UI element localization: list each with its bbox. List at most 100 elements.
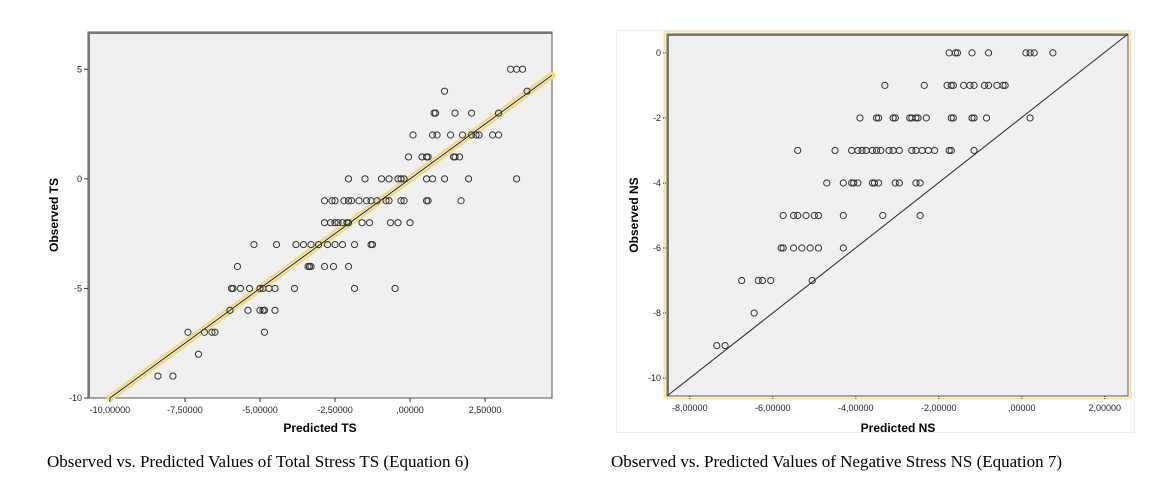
x-tick-label: ,00000 [396,405,424,415]
y-tick-label: -5 [74,283,82,293]
scatter-point [523,87,531,95]
scatter-point [984,49,993,57]
scatter-point [951,49,959,57]
scatter-points [154,65,531,380]
scatter-point [323,240,332,249]
scatter-point [355,197,363,205]
y-axis-title: Observed TS [47,178,61,252]
scatter-point [885,146,893,155]
scatter-point [256,306,264,314]
scatter-point [518,65,527,73]
scatter-point [331,197,339,205]
y-tick-label: -10 [69,393,82,403]
scatter-point [229,284,237,293]
scatter-point [858,146,866,155]
chart-negative-stress: -8,00000 -6,00000 -4,00000 -2,00000 ,00000 2,… [616,30,1135,435]
chart-total-stress: -10,00000 -7,50000 -5,00000 -2,50000 ,00000 2… [47,31,556,435]
scatter-point [271,306,279,314]
fit-line[interactable] [109,74,553,399]
scatter-point [947,146,955,155]
scatter-point [250,240,258,249]
scatter-point [307,240,315,249]
scatter-point [713,341,721,350]
scatter-point [409,131,417,139]
scatter-point [451,153,459,161]
scatter-point [823,179,831,187]
scatter-point [385,197,393,205]
scatter-point [494,131,503,139]
scatter-point [344,262,353,271]
scatter-point [889,114,897,122]
y-tick-label: -10 [648,373,661,383]
scatter-point [208,328,216,336]
scatter-point [467,131,476,139]
scatter-point [912,114,920,122]
scatter-point [872,146,881,155]
scatter-point [260,306,269,314]
scatter-point [260,328,269,336]
scatter-point [373,197,381,205]
plot-area [87,31,553,399]
scatter-point [400,175,408,183]
scatter-point [854,179,862,187]
identity-line-group[interactable] [666,33,1129,397]
scatter-point [891,114,899,122]
x-tick-label: -10,00000 [90,405,131,415]
scatter-point [779,211,787,220]
x-tick-label: -5,00000 [242,405,278,415]
scatter-point [446,131,455,139]
scatter-point [814,211,823,220]
scatter-point [433,131,441,139]
scatter-point [184,328,192,336]
scatter-point [802,211,810,220]
y-tick-label: 0 [656,48,661,58]
scatter-point [947,114,955,122]
scatter-point [226,306,234,314]
figure-caption-negative-stress: Observed vs. Predicted Values of Negativ… [611,452,1063,471]
scatter-point [980,81,989,89]
scatter-point [292,240,300,249]
y-tick-label: -2 [653,113,661,123]
scatter-point [789,211,798,220]
scatter-point [810,211,818,220]
scatter-point [365,219,374,227]
scatter-point [872,114,881,122]
scatter-point [397,197,405,205]
scatter-point [750,309,758,317]
scatter-point [831,146,839,155]
scatter-point [320,262,329,271]
scatter-point [914,114,922,122]
x-tick-label: -7,50000 [167,405,203,415]
scatter-point [391,284,399,293]
y-axis-ticks: -10 -8 -6 -4 -2 0 [648,48,667,383]
y-tick-label: -8 [653,308,661,318]
scatter-point [290,284,299,293]
y-tick-label: -4 [653,178,661,188]
scatter-point [424,197,432,205]
scatter-point [467,109,476,117]
scatter-point [966,81,974,89]
scatter-point [968,114,976,122]
scatter-point [362,197,371,205]
scatter-point [875,114,883,122]
scatter-point [877,146,885,155]
scatter-point [806,244,814,252]
identity-line[interactable] [666,33,1129,397]
scatter-point [368,240,377,249]
scatter-point [406,219,414,227]
y-axis-title: Observed NS [627,177,641,252]
scatter-point [451,109,459,117]
scatter-point [377,175,386,183]
y-axis-ticks: -10 -5 0 5 [69,64,88,403]
scatter-point [314,240,323,249]
scatter-point [895,179,903,187]
scatter-point [758,276,767,285]
scatter-point [431,109,440,117]
scatter-point [754,276,762,285]
scatter-point [881,81,889,89]
scatter-point [344,175,353,183]
scatter-point [908,146,916,155]
fit-line-group[interactable] [106,71,556,402]
scatter-point [949,81,957,89]
scatter-point [512,175,521,183]
